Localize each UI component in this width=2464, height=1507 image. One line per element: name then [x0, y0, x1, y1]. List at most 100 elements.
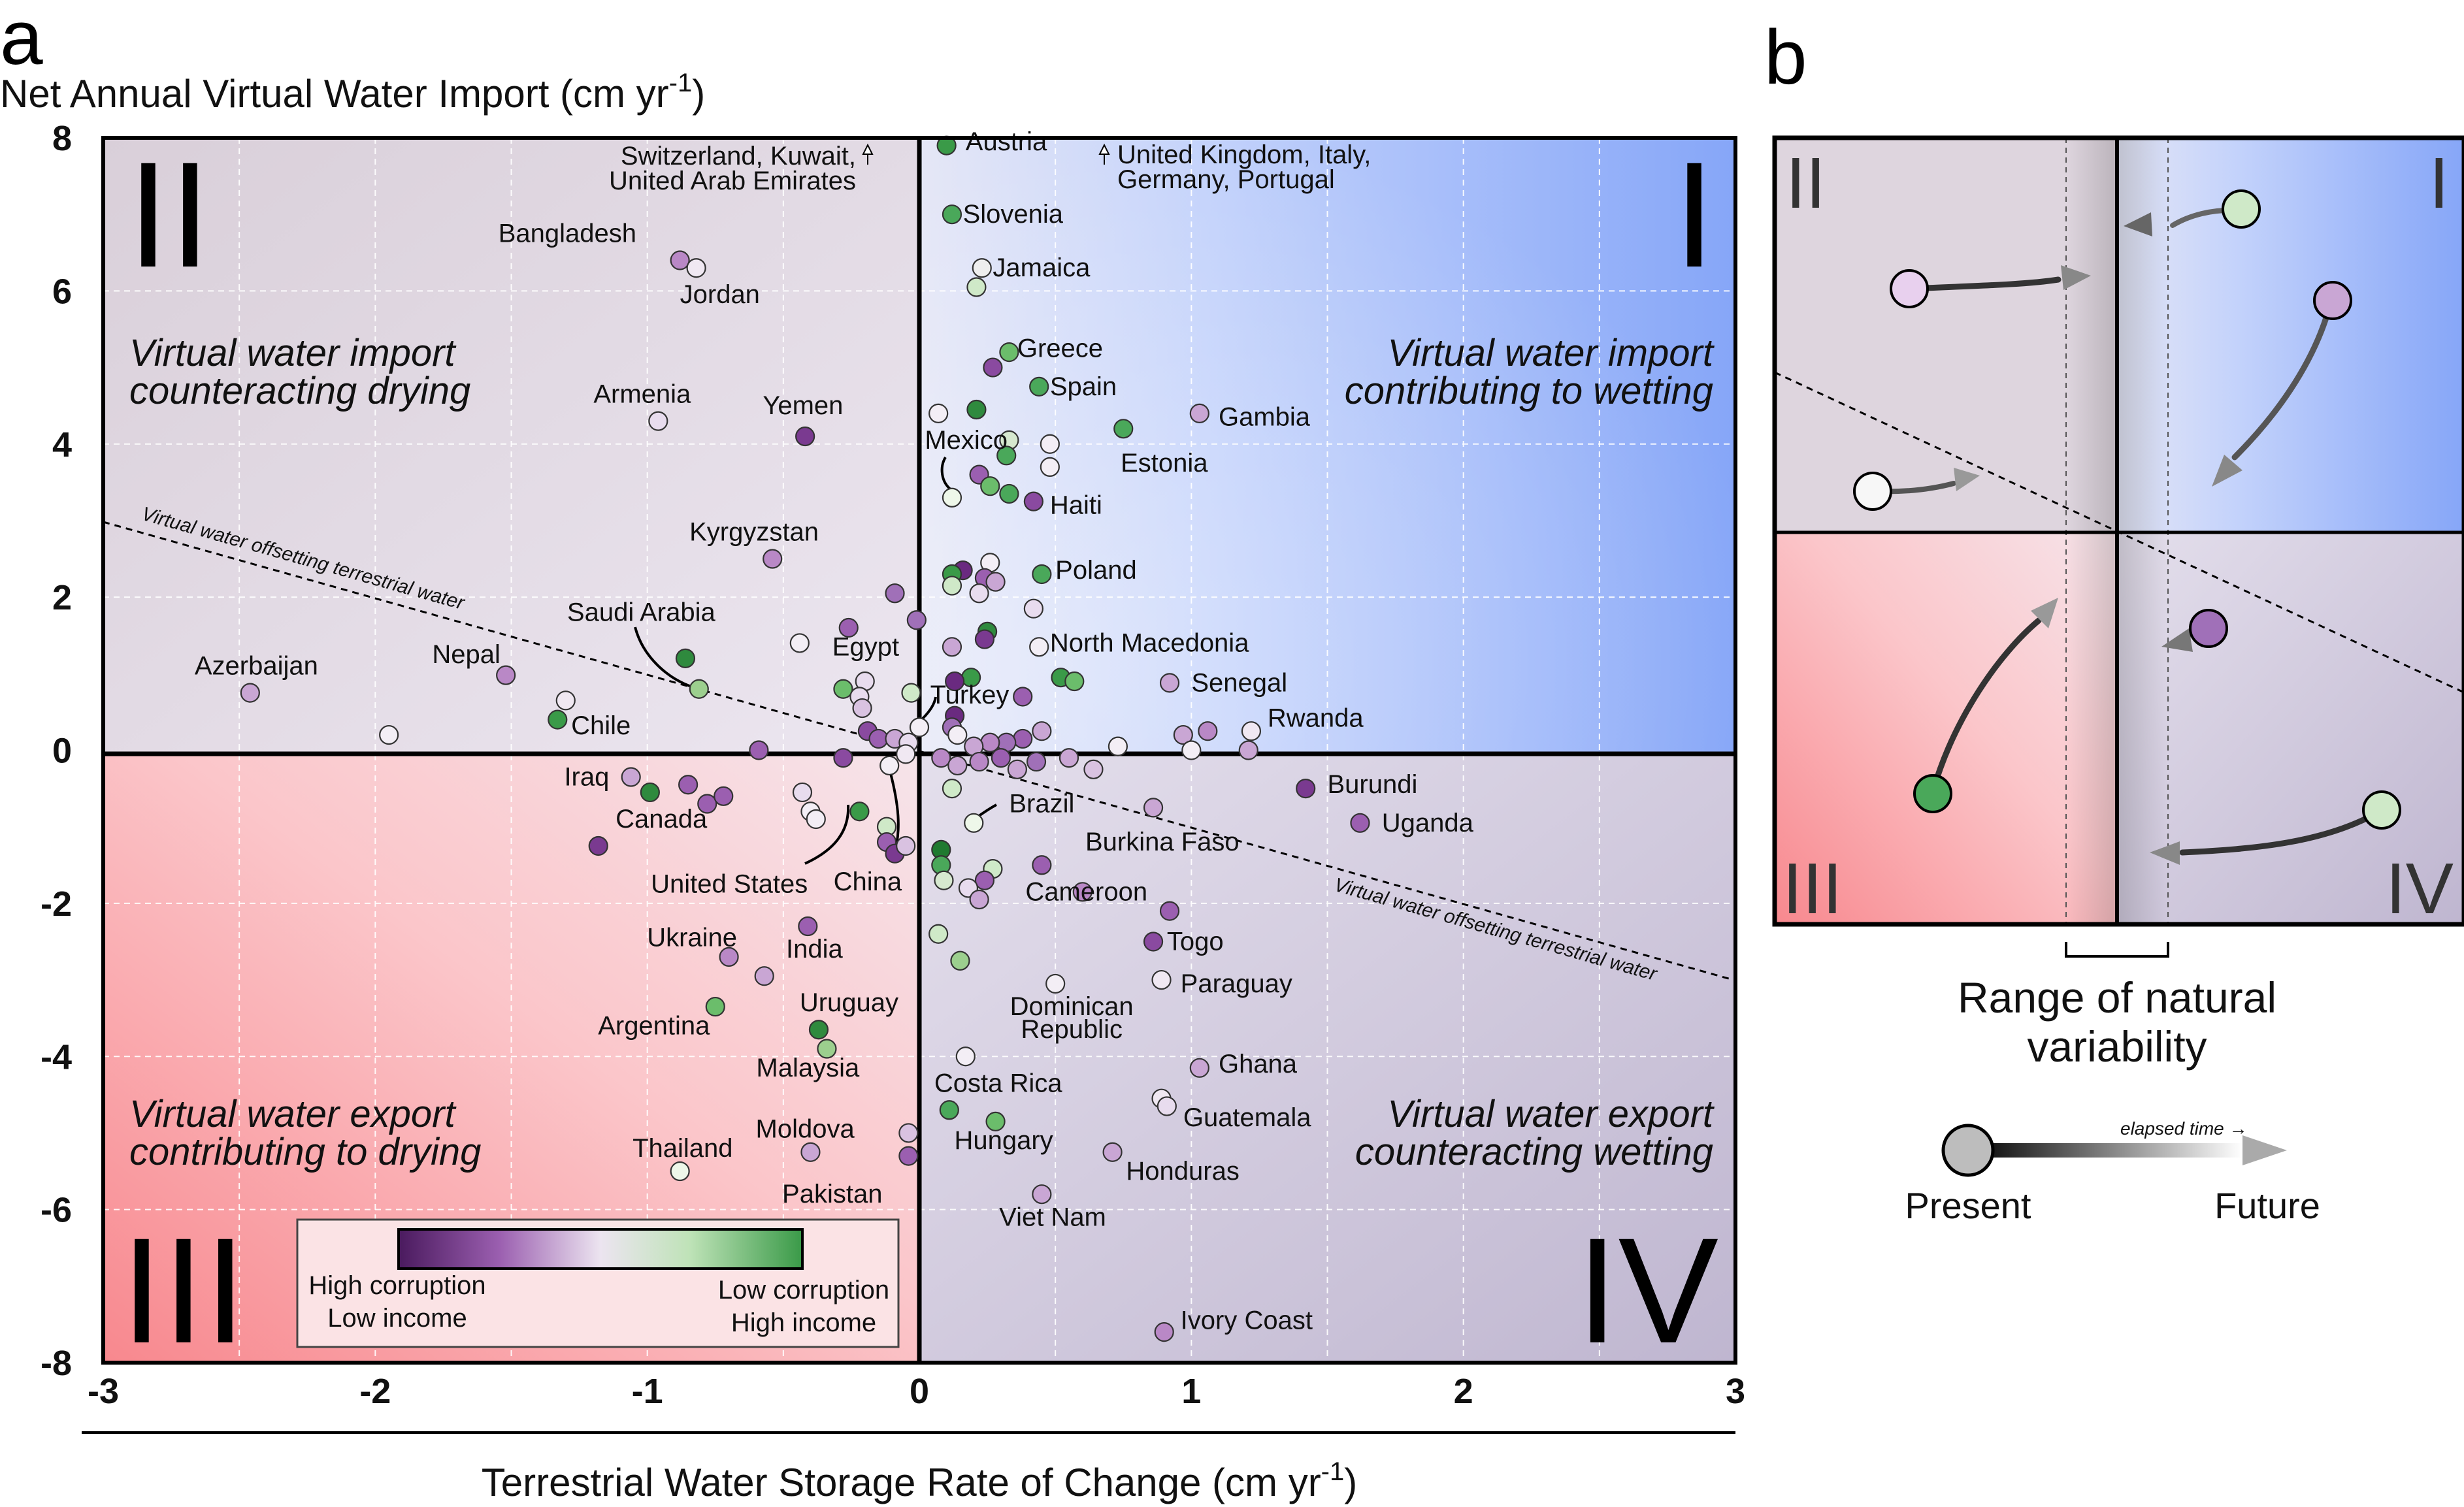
- data-point: [806, 809, 826, 830]
- data-point: [849, 802, 870, 822]
- trajectory-q3-up: [1913, 598, 2058, 813]
- data-point: [896, 835, 916, 856]
- offchart-right-line2: Germany, Portugal: [1117, 165, 1335, 194]
- country-label: Guatemala: [1183, 1103, 1311, 1132]
- country-label: Jordan: [680, 280, 760, 309]
- country-label: Cameroon: [1025, 877, 1147, 906]
- trajectory-q4-small-arrowhead-icon: [2161, 628, 2193, 652]
- data-point: [1072, 882, 1092, 902]
- country-label: Thailand: [632, 1134, 732, 1163]
- x-axis-title-main: Terrestrial Water Storage Rate of Change…: [482, 1461, 1321, 1504]
- variability-caption-line1: Range of natural: [1958, 973, 2276, 1022]
- country-label: Costa Rica: [934, 1069, 1062, 1097]
- data-point: [945, 671, 965, 692]
- trajectory-q1-down-arrowhead-icon: [2212, 455, 2242, 487]
- data-points: [240, 135, 1370, 1342]
- data-point: [947, 755, 968, 776]
- quadrant-i-numeral: I: [1673, 131, 1715, 299]
- trajectory-q2-right: [1890, 265, 2091, 308]
- quadrant-iii-desc-2: contributing to drying: [129, 1131, 481, 1173]
- country-label: Togo: [1167, 927, 1224, 956]
- data-point: [969, 751, 989, 772]
- data-point: [686, 258, 706, 278]
- data-point: [833, 748, 853, 768]
- country-label: United States: [651, 870, 808, 899]
- legend-left-line2: Low income: [327, 1304, 467, 1333]
- legend-right-line1: Low corruption: [718, 1276, 889, 1304]
- data-point: [1296, 778, 1316, 799]
- quadrant-iv-numeral: IV: [1577, 1207, 1718, 1374]
- data-point: [1189, 1058, 1209, 1078]
- data-point: [1023, 598, 1043, 619]
- y-tick-label: 6: [52, 272, 72, 311]
- trajectory-q4-small: [2161, 609, 2228, 652]
- data-point: [969, 889, 989, 910]
- data-point: [898, 1146, 919, 1166]
- data-point: [1159, 673, 1180, 693]
- data-point: [999, 342, 1019, 363]
- country-label: Estonia: [1121, 449, 1208, 478]
- data-point: [833, 679, 853, 699]
- elapsed-time-label: elapsed time →: [2120, 1118, 2248, 1139]
- data-point: [1013, 728, 1033, 749]
- x-tick-label: -1: [632, 1372, 663, 1411]
- data-point: [763, 549, 783, 569]
- country-label: Viet Nam: [999, 1203, 1106, 1231]
- data-point: [1102, 1142, 1123, 1162]
- data-point: [898, 1123, 919, 1143]
- y-tick-label: 0: [52, 732, 72, 771]
- country-label: Ivory Coast: [1181, 1306, 1313, 1335]
- data-point: [670, 1161, 690, 1182]
- time-key-bar: [1968, 1143, 2242, 1158]
- data-point: [1023, 491, 1043, 511]
- country-label: Armenia: [593, 380, 691, 409]
- x-tick-label: -3: [88, 1372, 119, 1411]
- data-point: [947, 724, 968, 745]
- country-label: Saudi Arabia: [567, 598, 716, 627]
- country-label: India: [786, 935, 843, 964]
- data-point: [1157, 1096, 1177, 1116]
- country-label: Moldova: [756, 1115, 855, 1144]
- data-point: [942, 637, 962, 657]
- data-point: [1083, 759, 1104, 779]
- data-point: [719, 947, 739, 967]
- time-key: elapsed time → Present Future: [1905, 1118, 2320, 1226]
- data-point: [689, 679, 709, 699]
- data-point: [885, 583, 905, 604]
- trajectory-q1-down-present: [2313, 281, 2352, 320]
- data-point: [1173, 724, 1193, 745]
- data-point: [972, 258, 992, 278]
- data-point: [1350, 813, 1370, 833]
- data-point: [1181, 740, 1202, 760]
- country-label: Chile: [571, 711, 631, 740]
- trajectory-q3-up-present: [1913, 774, 1952, 813]
- data-point: [969, 583, 989, 604]
- data-point: [792, 782, 813, 803]
- data-point: [640, 782, 660, 803]
- quadrant-i-desc-2: contributing to wetting: [1345, 370, 1713, 412]
- data-point: [697, 794, 717, 814]
- data-point: [795, 426, 815, 447]
- data-point: [379, 724, 399, 745]
- data-point: [1026, 751, 1047, 772]
- data-point: [966, 277, 987, 297]
- country-label: Honduras: [1126, 1157, 1239, 1186]
- country-label: Austria: [966, 127, 1047, 156]
- x-tick-label: 2: [1454, 1372, 1473, 1411]
- legend-right-line2: High income: [731, 1308, 876, 1337]
- leader-saudi-arabia: [634, 626, 698, 690]
- x-tick-label: 0: [910, 1372, 929, 1411]
- offchart-left-up-arrow-icon: [862, 143, 874, 165]
- country-label: Yemen: [763, 391, 843, 420]
- b-quadrant-iii-numeral: III: [1782, 849, 1843, 929]
- data-point: [1007, 759, 1027, 779]
- data-point: [985, 572, 1006, 592]
- country-label: Rwanda: [1268, 704, 1364, 732]
- data-point: [964, 813, 984, 833]
- conceptual-diagram: II I III IV: [1772, 135, 2464, 929]
- data-point: [942, 204, 962, 225]
- trajectory-q1-small-arrowhead-icon: [2124, 212, 2152, 236]
- data-point: [1029, 376, 1049, 397]
- data-point: [754, 966, 774, 986]
- data-point: [808, 1020, 829, 1040]
